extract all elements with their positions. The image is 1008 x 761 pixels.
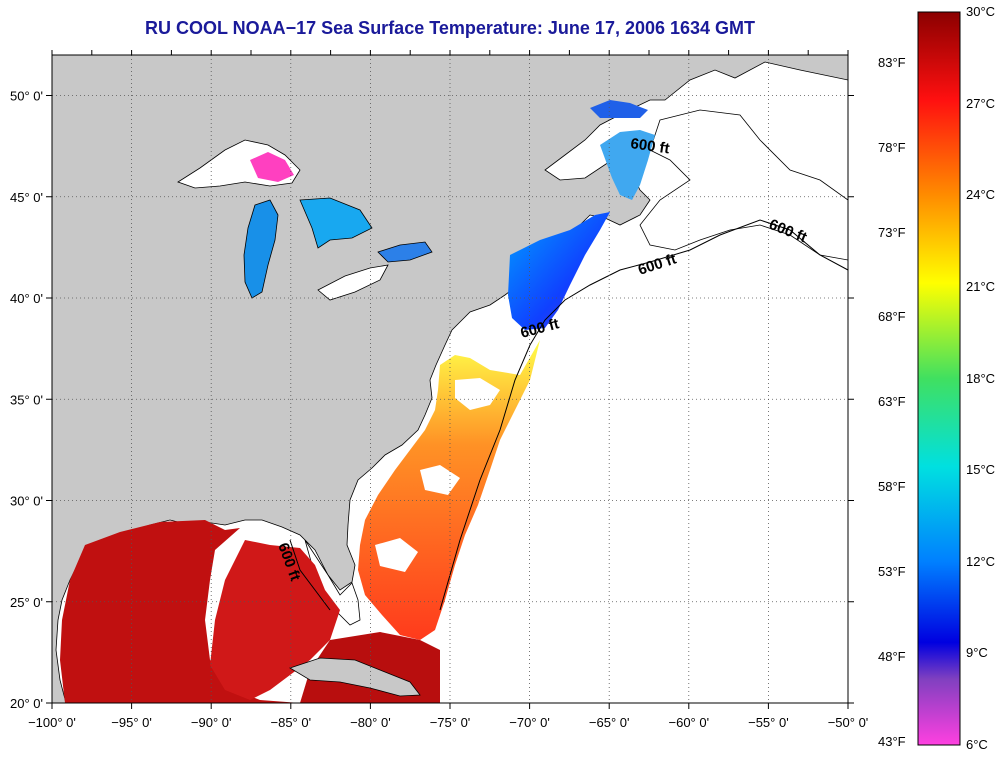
colorbar-celsius-label: 6°C [966, 737, 988, 752]
lat-tick-label: 20° 0' [10, 696, 43, 711]
colorbar-celsius-label: 27°C [966, 95, 996, 111]
contour-label-gulf-st-lawrence: 600 ft [629, 135, 670, 157]
lon-tick-label: −70° 0' [509, 715, 550, 730]
colorbar [917, 11, 961, 746]
lon-tick-label: −65° 0' [589, 715, 630, 730]
st-lawrence-upper-sst [590, 100, 648, 118]
lat-tick-label: 35° 0' [10, 392, 43, 407]
colorbar-fahrenheit-label: 58°F [878, 479, 906, 495]
map-title: RU COOL NOAA−17 Sea Surface Temperature:… [144, 18, 756, 38]
lon-tick-label: −80° 0' [350, 715, 391, 730]
lon-tick-label: −55° 0' [748, 715, 789, 730]
cuba-land [289, 657, 421, 697]
lat-tick-label: 50° 0' [10, 89, 43, 104]
colorbar-celsius-label: 9°C [966, 645, 988, 661]
colorbar-celsius-label: 18°C [966, 370, 996, 386]
lon-tick-label: −95° 0' [111, 715, 152, 730]
colorbar-fahrenheit-label: 48°F [878, 648, 906, 664]
st-lawrence-sst [600, 130, 655, 200]
colorbar-celsius-label: 30°C [966, 4, 996, 19]
lat-tick-label: 45° 0' [10, 190, 43, 205]
maritimes-land [639, 109, 848, 261]
axis-tick-labels: −100° 0' −95° 0' −90° 0' −85° 0' −80° 0' −75°… [10, 89, 868, 731]
lon-tick-label: −50° 0' [828, 715, 869, 730]
colorbar-fahrenheit-label: 68°F [878, 309, 906, 325]
map-frame [51, 54, 849, 704]
lon-tick-label: −90° 0' [191, 715, 232, 730]
lat-tick-label: 30° 0' [10, 494, 43, 509]
northeast-sst-swath [508, 212, 610, 330]
colorbar-celsius-label: 15°C [966, 462, 996, 478]
lake-huron [299, 197, 373, 249]
lake-erie [317, 264, 389, 301]
lat-tick-label: 40° 0' [10, 291, 43, 306]
lon-tick-label: −85° 0' [271, 715, 312, 730]
lon-tick-label: −75° 0' [430, 715, 471, 730]
colorbar-celsius-label: 24°C [966, 187, 996, 203]
lake-michigan [243, 199, 279, 299]
colorbar-fahrenheit-label: 73°F [878, 224, 906, 240]
lake-superior-sst [250, 152, 294, 182]
isobath-600ft [289, 219, 849, 611]
colorbar-celsius-label: 21°C [966, 278, 996, 294]
colorbar-celsius-label: 12°C [966, 553, 996, 569]
colorbar-fahrenheit-label: 43°F [878, 733, 906, 749]
lat-tick-label: 25° 0' [10, 595, 43, 610]
colorbar-fahrenheit-label: 63°F [878, 394, 906, 410]
colorbar-fahrenheit-label: 78°F [878, 139, 906, 155]
lon-tick-label: −60° 0' [669, 715, 710, 730]
cloud-gap [375, 378, 500, 572]
lon-tick-label: −100° 0' [28, 715, 76, 730]
colorbar-fahrenheit-label: 53°F [878, 563, 906, 579]
gulf-sst-patch [60, 520, 300, 703]
lake-ontario [377, 241, 433, 263]
colorbar-fahrenheit-label: 83°F [878, 54, 906, 70]
